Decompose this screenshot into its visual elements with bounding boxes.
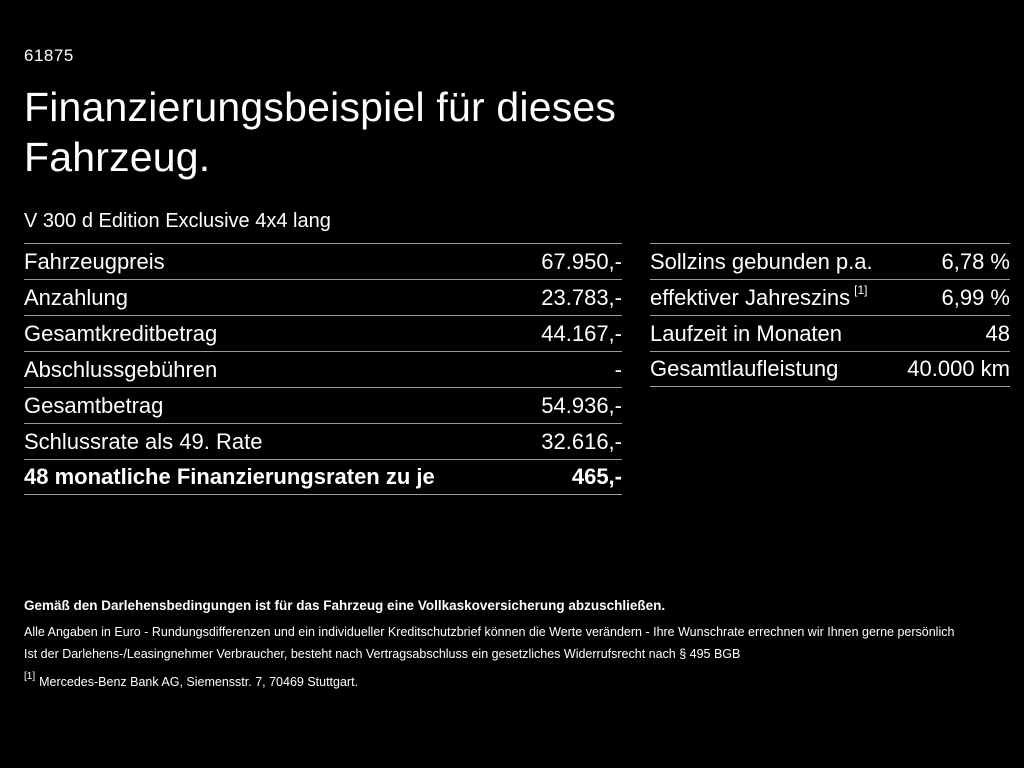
financing-table: Fahrzeugpreis 67.950,- Anzahlung 23.783,… (24, 243, 622, 495)
table-row: Fahrzeugpreis 67.950,- (24, 243, 622, 279)
row-label: Fahrzeugpreis (24, 248, 165, 274)
page-title: Finanzierungsbeispiel für dieses Fahrzeu… (24, 84, 617, 180)
table-row-total: 48 monatliche Finanzierungsraten zu je 4… (24, 459, 622, 495)
disclaimer-line-2: Ist der Darlehens-/Leasingnehmer Verbrau… (24, 647, 741, 661)
row-value: 67.950,- (541, 248, 622, 274)
row-value: 44.167,- (541, 320, 622, 346)
row-label: Schlussrate als 49. Rate (24, 428, 263, 454)
row-label: Gesamtkreditbetrag (24, 320, 218, 346)
table-row: Abschlussgebühren - (24, 351, 622, 387)
row-label: Gesamtbetrag (24, 392, 164, 418)
row-value: 23.783,- (541, 284, 622, 310)
row-label: Sollzins gebunden p.a. (650, 248, 873, 274)
row-value: 54.936,- (541, 392, 622, 418)
row-value: - (614, 356, 622, 382)
table-row: Laufzeit in Monaten 48 (650, 315, 1010, 351)
row-value: 48 (985, 320, 1010, 346)
table-row: Anzahlung 23.783,- (24, 279, 622, 315)
row-label: Laufzeit in Monaten (650, 320, 843, 346)
insurance-note: Gemäß den Darlehensbedingungen ist für d… (24, 598, 666, 613)
footnote-marker: [1] (854, 283, 868, 298)
vehicle-model: V 300 d Edition Exclusive 4x4 lang (24, 210, 331, 232)
table-row: Sollzins gebunden p.a. 6,78 % (650, 243, 1010, 279)
table-row: Schlussrate als 49. Rate 32.616,- (24, 423, 622, 459)
table-row: effektiver Jahreszins [1] 6,99 % (650, 279, 1010, 315)
row-value: 40.000 km (907, 356, 1010, 381)
table-row: Gesamtkreditbetrag 44.167,- (24, 315, 622, 351)
footnote: [1] Mercedes-Benz Bank AG, Siemensstr. 7,… (24, 671, 1000, 690)
legal-footer: Gemäß den Darlehensbedingungen ist für d… (24, 598, 1000, 689)
table-row: Gesamtlaufleistung 40.000 km (650, 351, 1010, 387)
conditions-table: Sollzins gebunden p.a. 6,78 % effektiver… (650, 243, 1010, 387)
row-label: Abschlussgebühren (24, 356, 218, 382)
disclaimer-line-1: Alle Angaben in Euro - Rundungsdifferenz… (24, 625, 955, 639)
footnote-text: Mercedes-Benz Bank AG, Siemensstr. 7, 70… (39, 675, 359, 690)
row-value: 6,78 % (941, 248, 1011, 274)
row-value: 465,- (571, 464, 622, 489)
row-label: 48 monatliche Finanzierungsraten zu je (24, 464, 435, 489)
offer-number: 61875 (24, 46, 74, 65)
row-value: 6,99 % (941, 284, 1011, 310)
footnote-marker: [1] (24, 671, 36, 682)
row-label: effektiver Jahreszins [1] (650, 283, 868, 310)
row-label: Anzahlung (24, 284, 128, 310)
table-row: Gesamtbetrag 54.936,- (24, 387, 622, 423)
row-value: 32.616,- (541, 428, 622, 454)
row-label: Gesamtlaufleistung (650, 356, 839, 381)
